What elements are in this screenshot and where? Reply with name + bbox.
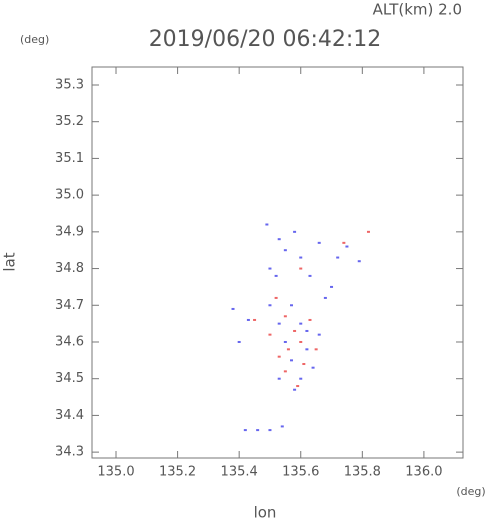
y-unit: (deg) (20, 33, 49, 46)
echo-point (265, 223, 269, 226)
echo-point (231, 307, 235, 310)
echo-point (256, 429, 260, 432)
echo-point (299, 256, 303, 259)
y-tick-label: 35.1 (55, 151, 84, 166)
echo-point (330, 285, 334, 288)
echo-point (268, 333, 272, 336)
echo-point (277, 322, 281, 325)
echo-point (308, 274, 312, 277)
echo-point (299, 267, 303, 270)
echo-point (293, 230, 297, 233)
echo-point (268, 304, 272, 307)
echo-point (299, 377, 303, 380)
y-tick-label: 34.7 (55, 298, 84, 313)
y-tick-label: 34.5 (55, 371, 84, 386)
echo-point (253, 318, 257, 321)
echo-point (283, 315, 287, 318)
y-tick-label: 34.3 (55, 445, 84, 460)
echo-point (366, 230, 370, 233)
echo-point (342, 241, 346, 244)
echo-point (283, 340, 287, 343)
echo-point (293, 388, 297, 391)
echo-point (305, 348, 309, 351)
echo-point (299, 340, 303, 343)
echo-point (308, 318, 312, 321)
x-axis-label: lon (254, 504, 277, 521)
echo-point (274, 274, 278, 277)
x-tick-label: 135.2 (159, 465, 196, 480)
echo-point (317, 241, 321, 244)
echo-point (286, 348, 290, 351)
echo-point (237, 340, 241, 343)
echo-point (274, 296, 278, 299)
y-tick-label: 34.4 (55, 408, 84, 423)
echo-point (277, 238, 281, 241)
x-tick-label: 135.6 (282, 465, 319, 480)
echo-point (268, 429, 272, 432)
echo-point (323, 296, 327, 299)
echo-point (357, 260, 361, 263)
plot-frame (91, 66, 464, 459)
echo-point (317, 333, 321, 336)
echo-point (336, 256, 340, 259)
echo-point (290, 304, 294, 307)
echo-point (293, 329, 297, 332)
echo-point (314, 348, 318, 351)
echo-point (296, 385, 300, 388)
echo-point (283, 370, 287, 373)
x-tick-label: 135.0 (97, 465, 134, 480)
x-tick-label: 135.4 (221, 465, 258, 480)
y-axis-label: lat (1, 252, 19, 271)
echo-point (277, 355, 281, 358)
y-tick-label: 35.2 (55, 114, 84, 129)
echo-point (280, 425, 284, 428)
echo-point (283, 249, 287, 252)
y-tick-label: 35.3 (55, 77, 84, 92)
echo-point (305, 329, 309, 332)
x-tick-label: 135.8 (344, 465, 381, 480)
echo-point (268, 267, 272, 270)
y-tick-label: 35.0 (55, 188, 84, 203)
echo-point (243, 429, 247, 432)
echo-point (246, 318, 250, 321)
x-tick-label: 136.0 (405, 465, 442, 480)
echo-point (345, 245, 349, 248)
x-unit: (deg) (456, 485, 485, 498)
chart-title: 2019/06/20 06:42:12 (149, 27, 382, 52)
echo-point (299, 322, 303, 325)
altitude-label: ALT(km) 2.0 (373, 1, 462, 19)
echo-point (302, 363, 306, 366)
y-tick-label: 34.8 (55, 261, 84, 276)
echo-point (311, 366, 315, 369)
echo-point (290, 359, 294, 362)
y-tick-label: 34.6 (55, 334, 84, 349)
echo-point (277, 377, 281, 380)
y-tick-label: 34.9 (55, 224, 84, 239)
